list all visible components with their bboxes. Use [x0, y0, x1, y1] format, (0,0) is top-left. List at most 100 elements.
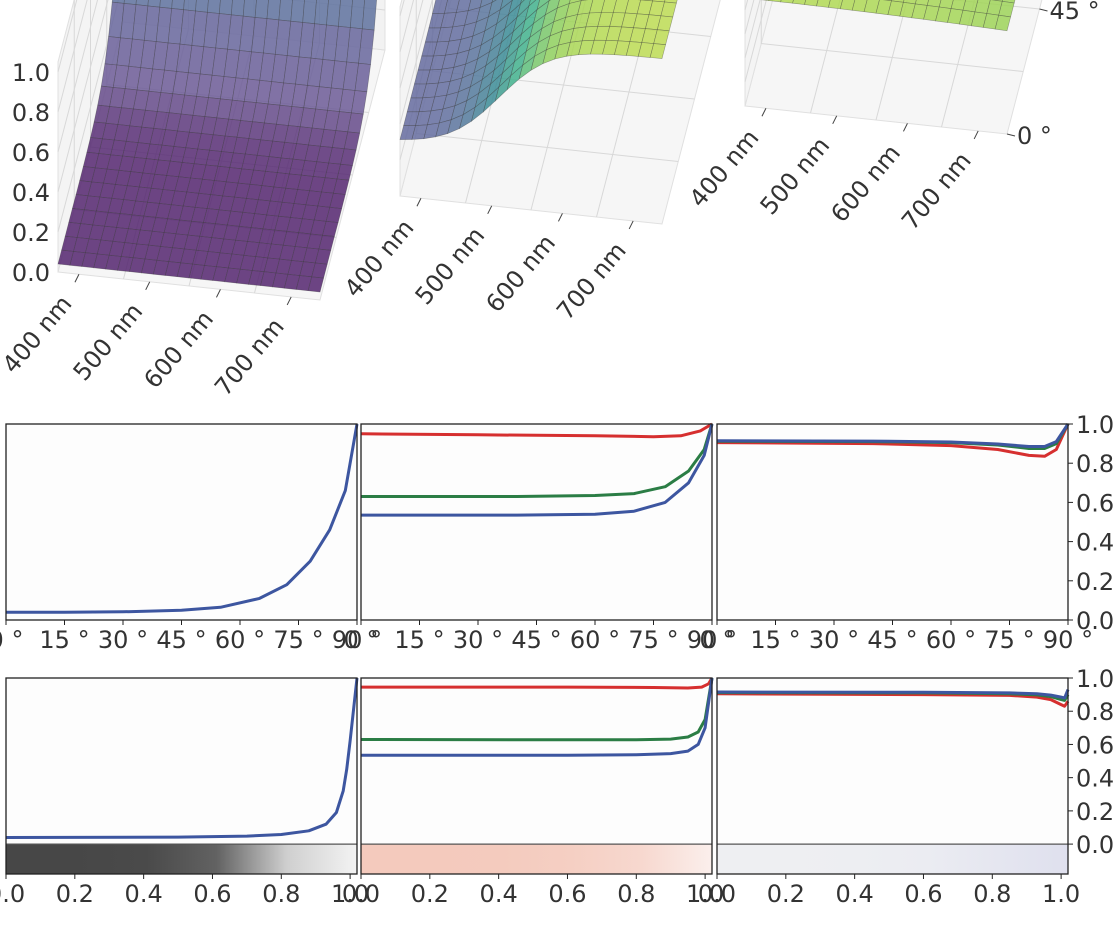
plot-frame: [5, 677, 358, 875]
surface-patch: [994, 14, 1011, 32]
x-tick-label: 0.8: [262, 880, 300, 908]
surface-patch: [863, 0, 880, 14]
green-series-line: [360, 677, 714, 742]
z-tick-label: 1.0: [12, 59, 50, 87]
x-tick-mark: [286, 296, 292, 306]
angle-plot-left: 0 ° 15 ° 30 ° 45 ° 60 ° 75 ° 90 °: [0, 423, 382, 654]
surface-patch: [230, 0, 245, 17]
red-series-line: [360, 422, 713, 439]
surface-patch: [816, 0, 831, 8]
grid-line: [399, 0, 424, 89]
blue-series-line: [361, 423, 714, 517]
x-tick-label: 0.2: [56, 880, 94, 908]
color-strip: [6, 844, 357, 874]
x-tick-mark: [416, 198, 422, 207]
x-tick-label: 0.0: [698, 880, 736, 908]
x-tick-mark: [145, 281, 151, 291]
y-tick-label: 0.6: [1076, 731, 1114, 759]
grid-line: [941, 0, 976, 128]
surface-patch: [159, 0, 173, 9]
y-tick-label: 0.8: [1076, 450, 1114, 478]
x-tick-label: 0.4: [125, 880, 163, 908]
plot-area: [6, 678, 357, 874]
x-tick-label: 0 °: [700, 626, 735, 654]
surface-patch: [351, 90, 368, 115]
y-tick-label: 0.2: [1076, 568, 1114, 596]
x-tick-label: 45 °: [156, 626, 206, 654]
param-plot-right: 0.0 0.2 0.4 0.6 0.8 1.0 0.0 0.2 0.4 0.6 0.8 1.0: [698, 665, 1114, 908]
x-tick-label: 60 °: [926, 626, 976, 654]
x-tick-label: 400 nm: [339, 214, 420, 302]
blue-series-line: [5, 677, 359, 839]
plot-area: [361, 424, 712, 620]
z-tick-label: 0.6: [12, 139, 50, 167]
x-tick-label: 15 °: [750, 626, 800, 654]
x-tick-label: 1.0: [331, 880, 369, 908]
grid-line: [875, 0, 908, 121]
x-tick-label: 400 nm: [684, 124, 765, 212]
y-tick-mark: [1039, 8, 1048, 12]
surface-patch: [804, 0, 819, 7]
floor-pane: [744, 0, 1043, 135]
surface-patch: [479, 0, 493, 9]
x-tick-label: 1.0: [686, 880, 724, 908]
y-tick-label: 0 °: [1017, 122, 1052, 150]
grid-line: [465, 0, 519, 204]
x-tick-mark: [557, 213, 563, 222]
x-tick-label: 90 °: [687, 626, 737, 654]
surface-patch: [656, 15, 674, 32]
x-tick-label: 500 nm: [410, 222, 491, 310]
x-tick-label: 0.6: [193, 880, 231, 908]
x-tick-label: 500 nm: [755, 132, 836, 220]
surface-patch: [839, 0, 856, 11]
x-tick-label: 75 °: [628, 626, 678, 654]
blue-series-line: [716, 689, 1070, 700]
surface-patch: [851, 0, 868, 13]
x-tick-label: 30 °: [453, 626, 503, 654]
surface-patch: [520, 0, 525, 5]
grid-line: [399, 0, 433, 125]
surface-patch: [760, 0, 770, 1]
surface-patch: [792, 0, 807, 5]
x-tick-label: 60 °: [215, 626, 265, 654]
plot-area: [6, 424, 357, 620]
x-tick-label: 0.6: [548, 880, 586, 908]
x-tick-label: 600 nm: [138, 305, 219, 393]
blue-series-line: [361, 677, 714, 757]
y-tick-label: 0.8: [1076, 698, 1114, 726]
surface-patch: [467, 0, 483, 12]
z-tick-label: 0.4: [12, 179, 50, 207]
grid-line: [57, 0, 88, 113]
y-tick-label: 0.4: [1076, 529, 1114, 557]
surface-patch: [524, 0, 540, 21]
z-tick-label: 0.0: [12, 259, 50, 287]
x-tick-label: 30 °: [98, 626, 148, 654]
angle-plot-center: 0 ° 15 ° 30 ° 45 ° 60 ° 75 ° 90 °: [344, 422, 737, 654]
y-tick-label: 0.0: [1076, 607, 1114, 635]
surface-patch: [508, 0, 522, 16]
y-tick-label: 0.4: [1076, 765, 1114, 793]
x-tick-mark: [215, 289, 221, 298]
y-tick-mark: [1006, 133, 1016, 137]
x-tick-mark: [973, 130, 979, 140]
surface-patch: [528, 0, 537, 8]
surface-patch: [487, 0, 504, 18]
x-tick-label: 700 nm: [551, 237, 632, 325]
surface-patch: [556, 0, 571, 9]
surface-patch: [311, 262, 328, 279]
surface-patch: [649, 43, 666, 59]
x-tick-mark: [832, 115, 838, 125]
x-tick-label: 500 nm: [68, 298, 149, 386]
x-tick-label: 600 nm: [480, 229, 561, 317]
z-tick-label: 0.2: [12, 219, 50, 247]
x-tick-label: 0.8: [973, 880, 1011, 908]
blue-series-line: [716, 423, 1070, 448]
surface-patch: [195, 0, 209, 13]
x-tick-mark: [761, 108, 767, 117]
x-tick-label: 30 °: [809, 626, 859, 654]
surface-patch: [652, 0, 666, 3]
surface-patch: [135, 0, 149, 7]
grid-line: [596, 0, 654, 218]
x-tick-label: 45 °: [867, 626, 917, 654]
